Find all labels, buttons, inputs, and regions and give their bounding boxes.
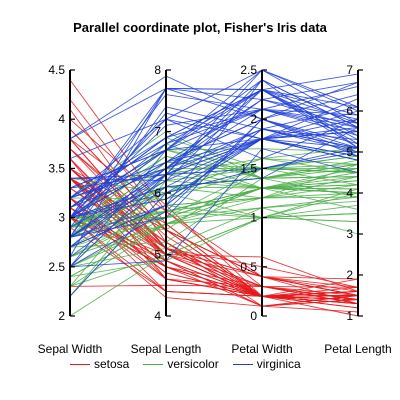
line-setosa-48: [69, 148, 359, 297]
line-virginica-27: [69, 138, 359, 219]
legend: setosa versicolor virginica: [70, 357, 301, 371]
legend-label-versicolor: versicolor: [167, 357, 219, 371]
tick-label-1-1: 5: [154, 248, 161, 262]
line-virginica-30: [69, 106, 359, 238]
line-versicolor-35: [69, 158, 359, 194]
tick-label-0-5: 4.5: [48, 63, 65, 77]
tick-label-3-0: 1: [346, 309, 353, 323]
line-virginica-43: [69, 89, 359, 199]
legend-swatch-virginica: [232, 363, 253, 365]
tick-label-2-1: 0.5: [240, 260, 257, 274]
legend-swatch-versicolor: [143, 363, 164, 365]
tick-label-0-4: 4: [58, 112, 65, 126]
line-virginica-42: [69, 128, 359, 248]
legend-item-versicolor: versicolor: [143, 357, 219, 371]
line-setosa-23: [69, 187, 359, 288]
line-virginica-45: [69, 89, 359, 218]
tick-label-3-6: 7: [346, 63, 353, 77]
data-lines-layer: [69, 69, 359, 317]
tick-label-1-3: 7: [154, 125, 161, 139]
tick-label-2-0: 0: [250, 309, 257, 323]
line-virginica-35: [69, 87, 359, 218]
tick-label-3-4: 5: [346, 145, 353, 159]
tick-label-2-3: 1.5: [240, 161, 257, 175]
line-virginica-21: [69, 118, 359, 238]
axis-label-1: Sepal Length: [131, 342, 202, 356]
line-virginica-38: [69, 138, 359, 219]
line-versicolor-29: [69, 210, 359, 258]
tick-label-1-4: 8: [154, 63, 161, 77]
tick-label-3-3: 4: [346, 186, 353, 200]
tick-label-0-2: 3: [58, 211, 65, 225]
line-virginica-46: [69, 128, 359, 268]
line-virginica-33: [69, 147, 359, 238]
line-versicolor-34: [69, 167, 359, 231]
legend-item-virginica: virginica: [232, 357, 301, 371]
chart-title: Parallel coordinate plot, Fisher's Iris …: [73, 20, 327, 35]
axis-label-0: Sepal Width: [38, 342, 103, 356]
line-virginica-31: [69, 75, 359, 140]
line-virginica-9: [69, 69, 359, 159]
line-virginica-44: [69, 69, 359, 189]
tick-label-1-2: 6: [154, 186, 161, 200]
axis-label-2: Petal Width: [231, 342, 292, 356]
tick-label-2-2: 1: [250, 211, 257, 225]
tick-label-3-2: 3: [346, 227, 353, 241]
line-setosa-38: [69, 217, 359, 305]
line-setosa-26: [69, 177, 359, 292]
line-virginica-37: [69, 131, 359, 209]
legend-item-setosa: setosa: [70, 357, 129, 371]
line-versicolor-26: [69, 143, 359, 238]
tick-label-0-1: 2.5: [48, 260, 65, 274]
legend-swatch-setosa: [70, 363, 90, 365]
line-virginica-34: [69, 127, 359, 258]
line-virginica-22: [69, 81, 359, 238]
line-virginica-49: [69, 138, 359, 219]
line-virginica-40: [69, 79, 359, 209]
line-versicolor-48: [69, 207, 359, 268]
tick-label-0-0: 2: [58, 309, 65, 323]
line-versicolor-49: [69, 187, 359, 238]
legend-label-setosa: setosa: [94, 357, 130, 371]
line-setosa-12: [69, 217, 359, 307]
line-virginica-19: [69, 151, 359, 297]
line-virginica-47: [69, 118, 359, 218]
tick-label-3-5: 6: [346, 104, 353, 118]
line-versicolor-43: [69, 217, 359, 287]
tick-label-2-4: 2: [250, 112, 257, 126]
line-versicolor-31: [69, 204, 359, 278]
line-versicolor-42: [69, 192, 359, 258]
line-virginica-32: [69, 99, 359, 238]
tick-label-0-3: 3.5: [48, 161, 65, 175]
tick-label-3-1: 2: [346, 268, 353, 282]
line-virginica-41: [69, 89, 359, 209]
line-setosa-32: [69, 109, 359, 307]
line-virginica-11: [69, 128, 359, 248]
line-versicolor-23: [69, 163, 359, 238]
tick-label-2-5: 2.5: [240, 63, 257, 77]
line-setosa-37: [69, 158, 359, 307]
line-versicolor-47: [69, 180, 359, 228]
line-setosa-43: [69, 168, 359, 292]
line-setosa-41: [69, 284, 359, 305]
line-virginica-25: [69, 110, 359, 199]
axis-label-3: Petal Length: [324, 342, 391, 356]
line-setosa-46: [69, 138, 359, 297]
line-virginica-17: [69, 81, 359, 140]
tick-label-1-0: 4: [154, 309, 161, 323]
line-versicolor-19: [69, 196, 359, 268]
line-versicolor-8: [69, 155, 359, 228]
legend-label-virginica: virginica: [256, 357, 301, 371]
line-versicolor-37: [69, 174, 359, 287]
axes-layer: 2 2.5 3 3.5 4 4.5 Sepal Width 4 5 6 7 8 Sepal Length…: [38, 63, 392, 356]
line-virginica-48: [69, 89, 359, 182]
line-versicolor-40: [69, 176, 359, 258]
